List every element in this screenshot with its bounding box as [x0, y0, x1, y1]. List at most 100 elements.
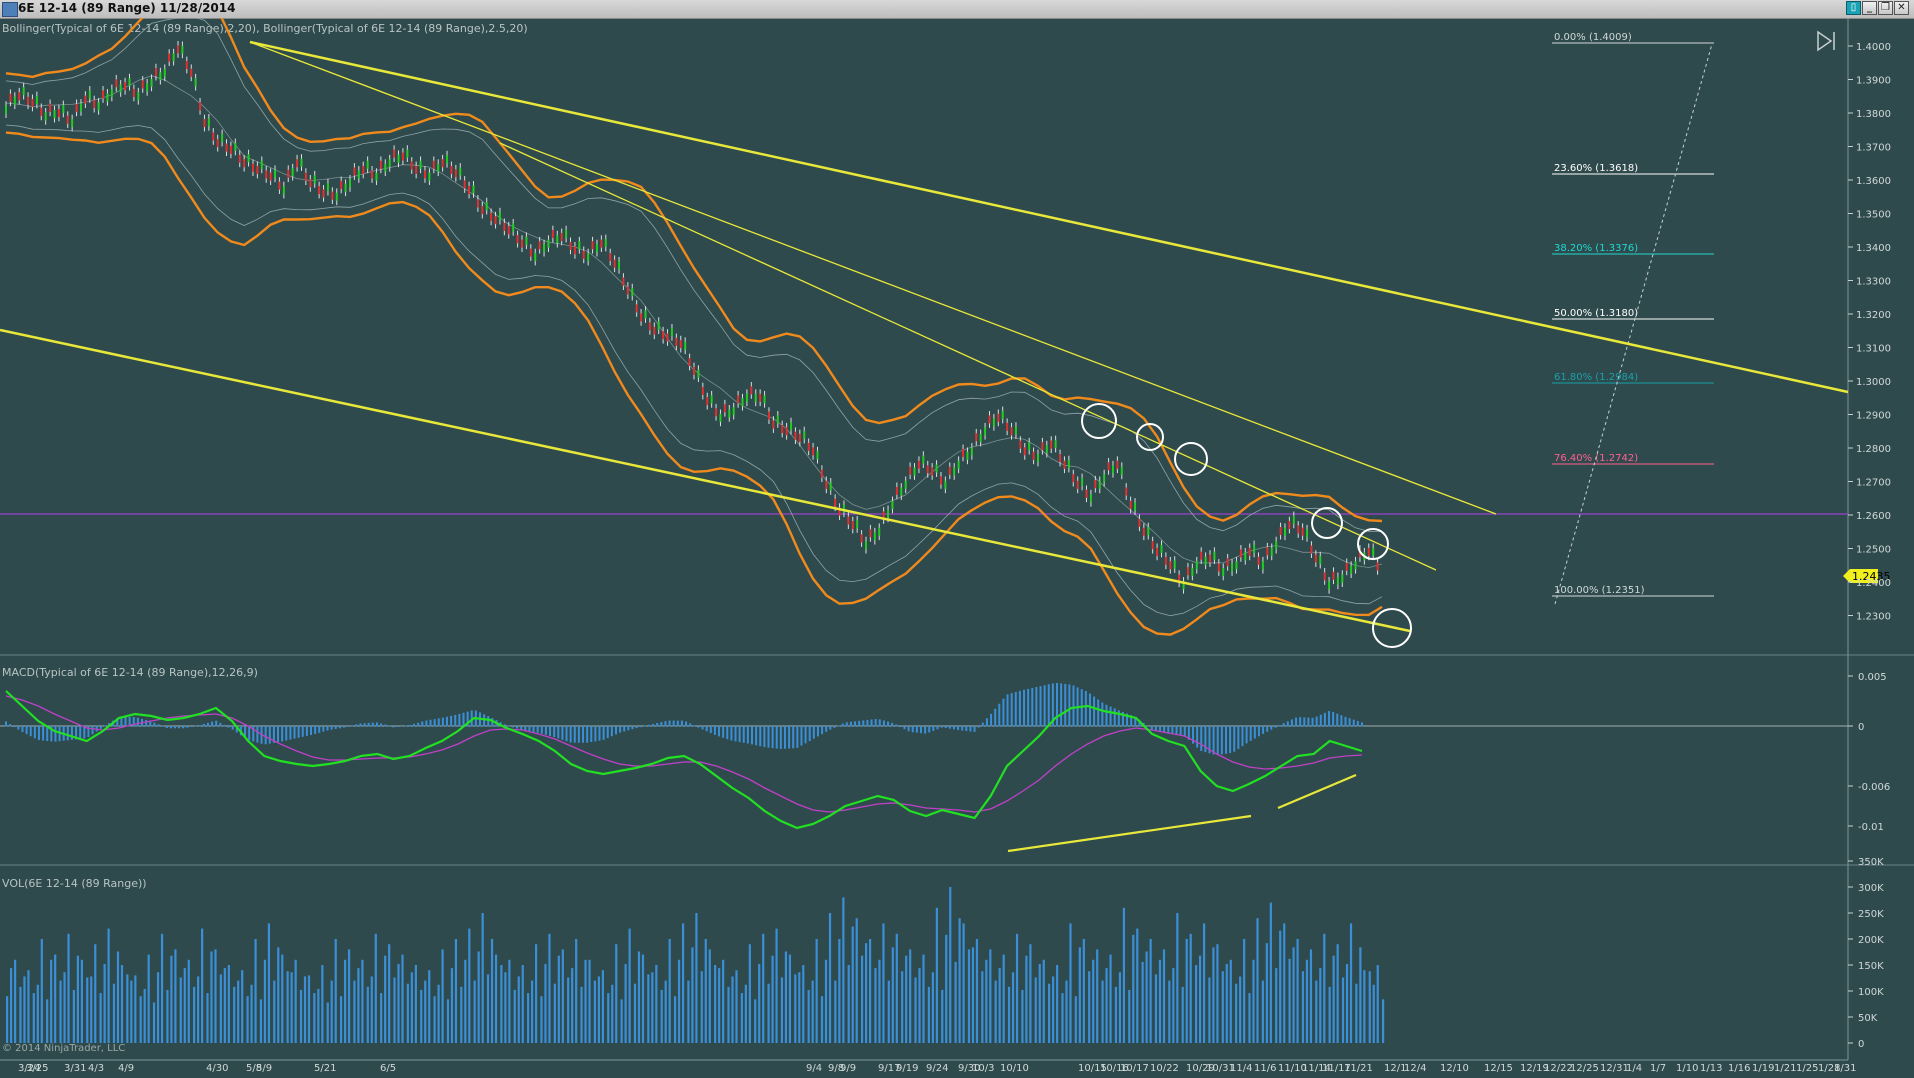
- date-tick-label: 4/30: [206, 1063, 228, 1074]
- date-tick-label: 9/8: [828, 1063, 844, 1074]
- bar-body: [529, 248, 532, 257]
- bar-body: [984, 427, 987, 436]
- volume-bar: [735, 970, 738, 1043]
- volume-bar: [19, 986, 22, 1043]
- circle-marker[interactable]: [1174, 442, 1208, 476]
- circle-marker[interactable]: [1311, 507, 1343, 539]
- circle-marker[interactable]: [1372, 608, 1412, 648]
- lower-channel-line[interactable]: [0, 328, 1411, 633]
- bar-body: [1261, 561, 1264, 570]
- circle-annotations[interactable]: [1081, 403, 1412, 648]
- bar-body: [750, 386, 753, 395]
- volume-bar: [668, 939, 671, 1043]
- price-tick-label: 1.3600: [1856, 176, 1891, 187]
- bar-body: [706, 397, 709, 406]
- volume-bar: [620, 999, 623, 1043]
- volume-bar: [494, 954, 498, 1043]
- bar-body: [838, 507, 841, 516]
- date-tick-label: 10/17: [1120, 1063, 1149, 1074]
- bar-body: [1028, 442, 1031, 451]
- upper-channel-line[interactable]: [249, 40, 1849, 394]
- bar-body: [300, 158, 303, 167]
- circle-marker[interactable]: [1357, 528, 1389, 560]
- volume-bar: [433, 996, 436, 1043]
- macd-divergence-line[interactable]: [1277, 773, 1357, 810]
- bar-body: [1054, 439, 1057, 448]
- scroll-forward-icon[interactable]: [1817, 30, 1835, 52]
- volume-bar: [347, 949, 351, 1043]
- bar-body: [203, 119, 206, 128]
- macd-divergence-line[interactable]: [1007, 814, 1252, 853]
- tile-button[interactable]: ▯: [1846, 1, 1861, 15]
- volume-bar: [633, 983, 637, 1043]
- trendline-short[interactable]: [499, 142, 1437, 571]
- bar-body: [260, 160, 263, 169]
- volume-bar: [571, 968, 574, 1043]
- volume-bar: [1038, 963, 1041, 1043]
- volume-bar: [664, 980, 667, 1043]
- restore-button[interactable]: ❐: [1878, 1, 1893, 15]
- bar-body: [35, 96, 38, 105]
- minimize-button[interactable]: _: [1862, 1, 1877, 15]
- volume-axis[interactable]: 350K 300K 250K 200K 150K 100K 50K 0: [1848, 857, 1884, 1050]
- volume-bar: [1189, 933, 1192, 1043]
- chart-canvas[interactable]: Bollinger(Typical of 6E 12-14 (89 Range)…: [0, 18, 1914, 1078]
- volume-bar: [214, 949, 217, 1043]
- date-tick-label: 1/25: [1796, 1063, 1818, 1074]
- trendline-long[interactable]: [249, 41, 1497, 515]
- volume-bar: [227, 965, 230, 1043]
- volume-bar: [544, 963, 547, 1043]
- macd-indicator-label: MACD(Typical of 6E 12-14 (89 Range),12,2…: [2, 666, 258, 679]
- price-axis[interactable]: 1.4000 1.3900 1.3800 1.3700 1.3600 1.3500 1.34…: [1848, 42, 1891, 623]
- volume-bar: [1141, 961, 1144, 1043]
- volume-bar: [343, 959, 347, 1043]
- bar-body: [419, 160, 422, 169]
- bollinger-inner-lower: [5, 124, 1383, 617]
- close-button[interactable]: ✕: [1894, 1, 1909, 15]
- price-bars: [5, 40, 1379, 594]
- bar-body: [807, 442, 810, 451]
- bar-body: [975, 433, 978, 442]
- volume-bar: [914, 977, 917, 1043]
- fibonacci-level-label: 0.00% (1.4009): [1554, 32, 1632, 43]
- bar-body: [119, 84, 122, 93]
- date-axis[interactable]: 3/243/25 3/31 4/3 4/9 4/30 5/85/9 5/21 6/5 9/4 9/…: [18, 1063, 1856, 1074]
- volume-bar: [838, 939, 841, 1043]
- bar-body: [1111, 465, 1114, 474]
- bar-body: [640, 313, 643, 322]
- bar-body: [194, 78, 197, 87]
- volume-bar: [290, 972, 293, 1043]
- volume-bar: [1279, 930, 1282, 1043]
- bar-body: [1345, 562, 1348, 571]
- bar-body: [1222, 567, 1225, 576]
- volume-bar: [1194, 965, 1198, 1043]
- volume-bar: [1372, 984, 1375, 1043]
- circle-marker[interactable]: [1081, 403, 1117, 439]
- volume-bar: [63, 972, 66, 1043]
- bar-body: [450, 165, 453, 174]
- volume-bar: [1319, 968, 1322, 1043]
- date-tick-label: 9/4: [806, 1063, 822, 1074]
- volume-bar: [553, 983, 556, 1043]
- bar-body: [154, 68, 157, 77]
- bar-body: [238, 154, 241, 163]
- bar-body: [1094, 480, 1097, 489]
- bar-body: [1072, 474, 1075, 483]
- fibonacci-retracement[interactable]: 0.00% (1.4009) 23.60% (1.3618) 38.20% (1.3…: [1552, 32, 1714, 597]
- volume-bar: [1007, 986, 1011, 1043]
- macd-axis[interactable]: 0.005 0 -0.006 -0.01: [1848, 672, 1890, 833]
- volume-bar: [254, 939, 257, 1043]
- volume-bar: [50, 959, 53, 1043]
- bar-body: [13, 96, 16, 105]
- bar-body: [309, 179, 312, 188]
- bar-body: [366, 160, 369, 169]
- volume-bar: [860, 955, 864, 1043]
- bar-body: [88, 90, 91, 99]
- bar-body: [22, 87, 25, 96]
- volume-tick-label: 350K: [1858, 857, 1884, 868]
- volume-bar: [1216, 944, 1219, 1043]
- circle-marker[interactable]: [1136, 423, 1164, 451]
- volume-bar: [1283, 923, 1286, 1043]
- macd-tick-label: -0.01: [1858, 822, 1884, 833]
- fibonacci-trendline[interactable]: [1554, 43, 1713, 605]
